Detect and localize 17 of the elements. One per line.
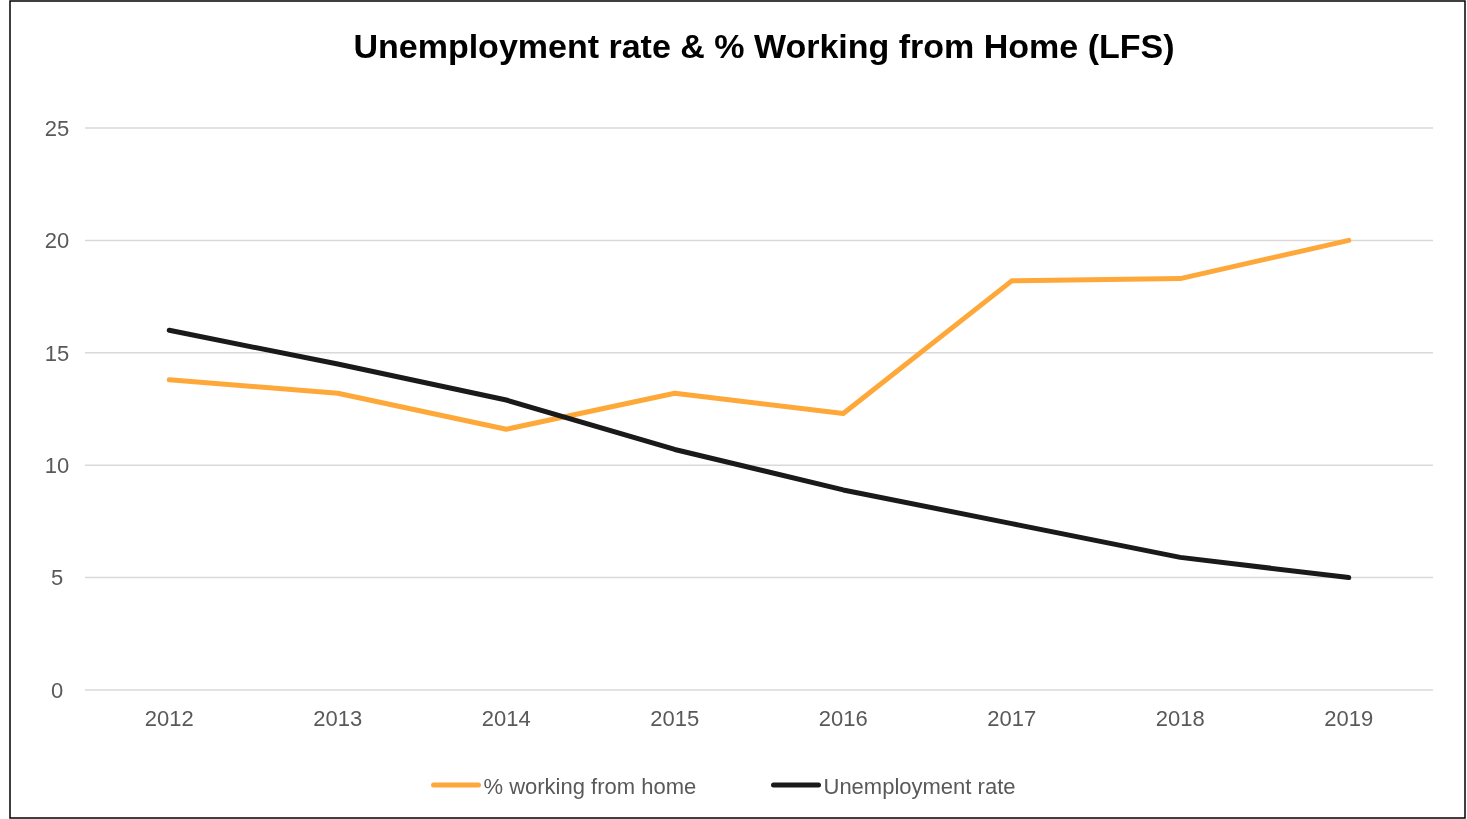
y-tick-label: 10 bbox=[44, 452, 70, 478]
x-tick-label: 2018 bbox=[1155, 706, 1205, 731]
legend-label: Unemployment rate bbox=[823, 773, 1016, 799]
chart-title: Unemployment rate & % Working from Home (LFS) bbox=[353, 27, 1175, 65]
y-tick-label: 15 bbox=[44, 340, 70, 366]
x-tick-label: 2013 bbox=[313, 706, 363, 731]
x-tick-label: 2017 bbox=[987, 706, 1037, 731]
y-tick-label: 25 bbox=[44, 115, 70, 141]
x-tick-label: 2014 bbox=[481, 706, 531, 731]
legend-label: % working from home bbox=[483, 773, 697, 799]
y-tick-label: 0 bbox=[50, 677, 64, 703]
x-tick-label: 2015 bbox=[650, 706, 700, 731]
x-tick-label: 2012 bbox=[144, 706, 194, 731]
x-tick-label: 2016 bbox=[818, 706, 868, 731]
x-tick-label: 2019 bbox=[1324, 706, 1374, 731]
y-tick-label: 5 bbox=[50, 565, 64, 591]
y-tick-label: 20 bbox=[44, 228, 70, 254]
